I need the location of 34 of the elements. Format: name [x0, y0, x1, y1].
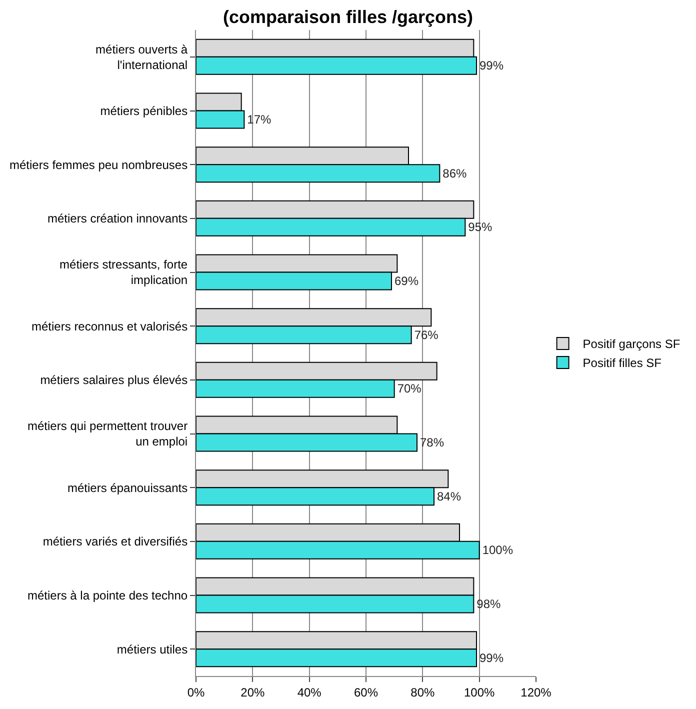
data-label: 76%	[414, 328, 439, 342]
data-label: 98%	[476, 597, 502, 611]
y-tick-label: métiers stressants, forte implication	[60, 258, 188, 288]
chart-title: (comparaison filles /garçons)	[222, 7, 474, 28]
y-tick-label: métiers création innovants	[48, 212, 188, 226]
x-tick-label: 80%	[410, 685, 435, 700]
y-tick-label: métiers ouverts à l'international	[96, 42, 188, 72]
y-tick-label: métiers salaires plus élevés	[40, 373, 188, 388]
data-label: 100%	[482, 543, 514, 558]
data-label: 99%	[480, 58, 504, 73]
data-label: 70%	[397, 382, 422, 396]
data-label: 99%	[480, 650, 504, 665]
y-tick-label: métiers variés et diversifiés	[42, 534, 188, 549]
data-label: 86%	[442, 166, 468, 180]
x-tick-label: 60%	[354, 685, 378, 700]
y-tick-label: métiers à la pointe des techno	[27, 588, 188, 602]
y-tick-label: métiers pénibles	[100, 104, 188, 118]
x-tick-label: 40%	[297, 685, 322, 700]
data-label: 95%	[468, 220, 493, 234]
y-tick-label: métiers utiles	[116, 642, 188, 656]
data-label: 84%	[437, 489, 462, 504]
x-tick-label: 100%	[464, 685, 495, 700]
x-tick-label: 20%	[240, 685, 265, 700]
legend-label: Positif filles SF	[582, 356, 662, 370]
data-label: 78%	[420, 436, 444, 450]
x-tick-label: 0%	[187, 685, 205, 700]
y-tick-label: métiers qui permettent trouver un emploi	[28, 419, 188, 449]
y-tick-label: métiers reconnus et valorisés	[32, 319, 188, 334]
x-tick-label: 120%	[520, 685, 552, 700]
legend-label: Positif garçons SF	[582, 337, 680, 352]
y-tick-label: métiers épanouissants	[68, 480, 188, 495]
data-label: 69%	[394, 274, 419, 288]
data-label: 17%	[247, 112, 272, 126]
y-tick-label: métiers femmes peu nombreuses	[10, 158, 188, 172]
